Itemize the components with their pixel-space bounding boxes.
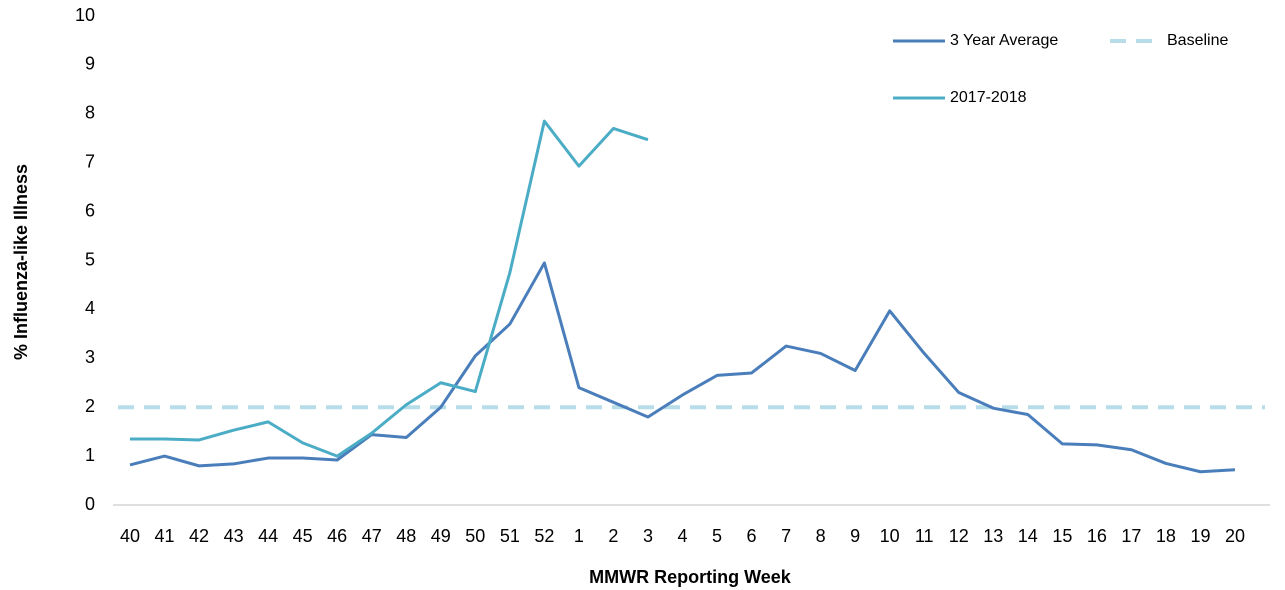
y-tick-label: 0 [85,494,95,514]
x-tick-label: 20 [1225,526,1245,546]
x-tick-label: 42 [189,526,209,546]
y-tick-label: 2 [85,396,95,416]
x-axis-label: MMWR Reporting Week [589,567,792,587]
legend-label: 2017-2018 [950,89,1027,106]
x-tick-label: 43 [224,526,244,546]
x-tick-label: 50 [465,526,485,546]
x-tick-label: 45 [293,526,313,546]
x-tick-label: 44 [258,526,278,546]
x-tick-label: 11 [915,526,934,546]
y-axis-label: % Influenza-like Illness [11,164,31,360]
y-tick-label: 5 [85,249,95,269]
legend-label: Baseline [1167,32,1228,49]
y-tick-label: 9 [85,54,95,74]
line-series [129,261,1236,474]
y-tick-label: 6 [85,200,95,220]
x-tick-label: 8 [816,526,826,546]
x-tick-label: 9 [850,526,860,546]
y-tick-label: 3 [85,347,95,367]
x-tick-label: 48 [396,526,416,546]
x-tick-label: 2 [608,526,618,546]
x-tick-label: 3 [643,526,653,546]
x-tick-label: 1 [574,526,584,546]
x-tick-label: 47 [362,526,382,546]
x-tick-label: 46 [327,526,347,546]
x-tick-label: 5 [712,526,722,546]
y-tick-label: 4 [85,298,95,318]
x-tick-label: 13 [983,526,1003,546]
x-tick-label: 49 [431,526,451,546]
legend-label: 3 Year Average [950,32,1058,49]
y-tick-label: 1 [85,445,95,465]
x-tick-label: 16 [1087,526,1107,546]
y-tick-label: 7 [85,151,95,171]
y-tick-label: 10 [75,5,95,25]
x-tick-label: 41 [155,526,175,546]
x-tick-label: 52 [534,526,554,546]
x-tick-label: 10 [880,526,900,546]
x-tick-label: 15 [1052,526,1072,546]
x-tick-label: 17 [1121,526,1141,546]
x-tick-label: 18 [1156,526,1176,546]
y-tick-label: 8 [85,103,95,123]
x-tick-label: 14 [1018,526,1038,546]
x-tick-label: 4 [677,526,687,546]
x-tick-label: 12 [949,526,969,546]
x-tick-label: 19 [1190,526,1210,546]
line-series [130,119,649,458]
x-tick-label: 51 [500,526,520,546]
x-tick-label: 6 [747,526,757,546]
x-tick-label: 7 [781,526,791,546]
x-tick-label: 40 [120,526,140,546]
